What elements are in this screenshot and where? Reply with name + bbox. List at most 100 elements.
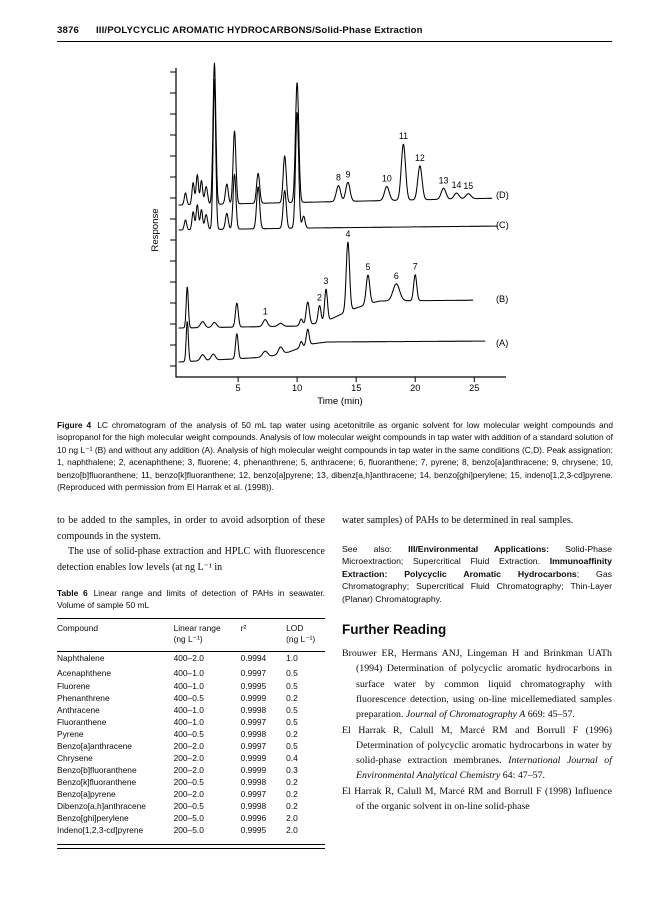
table-cell: Chrysene [57,752,93,763]
table-row: Pyrene 400–0.5 0.9998 0.2 [57,728,325,740]
table-cell: 200–2.0 [173,740,204,751]
table-cell: 0.3 [286,764,298,775]
table-row: Fluoranthene 400–1.0 0.9997 0.5 [57,716,325,728]
see-also-segment: Solid-Phase Microextraction; Supercritic… [342,543,612,567]
table-cell: 0.9995 [240,680,267,691]
table-cell: Fluorene [57,680,91,691]
table-cell: 0.9999 [240,692,267,703]
table-header-line: Linear range [173,622,221,633]
table-cell: 0.5 [286,704,298,715]
table-cell: 200–0.5 [173,776,204,787]
table-row: Fluorene 400–1.0 0.9995 0.5 [57,680,325,692]
axes [175,68,506,378]
table-header-line: (ng L⁻¹) [173,634,203,645]
running-head-title: III/POLYCYCLIC AROMATIC HYDROCARBONS/Sol… [95,25,423,36]
peak-label: 13 [439,175,449,185]
body-paragraph: to be added to the samples, in order to … [57,515,325,542]
peak-label: 6 [394,271,399,281]
table-cell: 400–2.0 [173,652,204,663]
table-cell: 2.0 [286,813,298,824]
table-cell: 400–0.5 [173,728,204,739]
table-cell: 1.0 [286,652,298,663]
table-cell: 0.4 [286,752,298,763]
table-cell: 200–2.0 [173,764,204,775]
x-axis-label: Time (min) [317,396,362,407]
table-cell: Anthracene [57,704,100,715]
figure-caption-label: Figure 4 [57,420,92,430]
further-reading-heading: Further Reading [342,622,447,638]
table-cell: 0.9998 [240,704,267,715]
reference: Brouwer ER, Hermans ANJ, Lingeman H and … [342,648,612,721]
y-axis-label: Response [150,208,161,251]
table-bottom-rule [57,844,325,850]
trace-A [178,321,486,363]
peak-label: 2 [317,293,322,303]
table-cell: 0.2 [286,800,298,811]
body-paragraph: water samples) of PAHs to be determined … [342,515,574,526]
peak-label: 11 [399,131,408,141]
peak-label: 5 [366,262,371,272]
figure-4-chromatogram: Time (min) Response 5 10 15 20 25 8 9 10 11 12 13 1… [140,58,620,418]
table-cell: 400–1.0 [173,668,204,679]
table-cell: 0.2 [286,728,298,739]
reference-list: Brouwer ER, Hermans ANJ, Lingeman H and … [342,646,612,814]
table-cell: 400–0.5 [173,692,204,703]
figure-caption-text: LC chromatogram of the analysis of 50 mL… [57,420,613,493]
see-also-segment: III/Environmental Applications: [408,543,566,554]
table-cell: 0.5 [286,668,298,679]
table-row: Indeno[1,2,3-cd]pyrene 200–5.0 0.9995 2.0 [57,824,325,836]
see-also-segment: Immunoaffinity Extraction: Polycyclic Ar… [342,556,612,579]
figure-caption: Figure 4 LC chromatogram of the analysis … [57,419,613,494]
page-number: 3876 [57,25,79,36]
table-row: Benzo[b]fluoranthene 200–2.0 0.9999 0.3 [57,764,325,776]
table-6: Compound Linear range (ng L⁻¹) r² LOD (ng L⁻¹… [57,617,325,836]
table-cell: 0.2 [286,788,298,799]
see-also-segment: See also: [342,543,409,554]
table-cell: 0.9999 [240,764,267,775]
table-cell: 2.0 [286,825,298,836]
right-column: water samples) of PAHs to be determined … [342,513,612,814]
peak-label: 12 [415,153,425,163]
table-cell: Indeno[1,2,3-cd]pyrene [57,825,144,836]
table-row: Benzo[a]anthracene 200–2.0 0.9997 0.5 [57,740,325,752]
header-rule [57,41,612,42]
table-cell: 0.9997 [240,668,267,679]
trace-D [178,62,493,206]
trace-label: (A) [496,338,508,348]
table-cell: Benzo[k]fluoranthene [57,776,137,787]
table-cell: Naphthalene [57,652,105,663]
table-cell: 400–1.0 [173,716,204,727]
x-tick-label: 10 [292,383,302,393]
table-row: Benzo[k]fluoranthene 200–0.5 0.9998 0.2 [57,776,325,788]
table-cell: 0.9997 [240,716,267,727]
table-cell: 400–1.0 [173,680,204,691]
table-row: Benzo[a]pyrene 200–2.0 0.9997 0.2 [57,788,325,800]
table-row: Anthracene 400–1.0 0.9998 0.5 [57,704,325,716]
x-tick-label: 5 [236,383,241,393]
table-row: Dibenzo[a,h]anthracene 200–0.5 0.9998 0.2 [57,800,325,812]
table-caption: Table 6 Linear range and limits of detect… [57,588,325,612]
table-header-line: (ng L⁻¹) [286,634,316,645]
table-cell: 200–5.0 [173,813,204,824]
table-cell: Benzo[b]fluoranthene [57,764,137,775]
table-cell: Phenanthrene [57,692,110,703]
x-tick-label: 25 [469,383,479,393]
table-cell: 0.9997 [240,788,267,799]
trace-label: (C) [496,220,509,230]
table-cell: 0.2 [286,692,298,703]
peak-label: 14 [452,180,462,190]
table-cell: 0.9994 [240,652,267,663]
table-cell: 200–2.0 [173,788,204,799]
table-cell: Acenaphthene [57,668,112,679]
see-also-segment: ; Gas Chromatography; Supercritical Flui… [342,568,612,604]
table-body: Naphthalene 400–2.0 0.9994 1.0 Acenaphthene 4… [57,651,325,836]
table-cell: 0.9999 [240,752,267,763]
table-cell: Dibenzo[a,h]anthracene [57,800,146,811]
table-header-cell: Linear range (ng L⁻¹) [173,618,241,652]
table-header-line: LOD [286,622,304,633]
table-row: Chrysene 200–2.0 0.9999 0.4 [57,752,325,764]
table-cell: Fluoranthene [57,716,107,727]
x-tick-label: 20 [410,383,420,393]
peak-label: 1 [263,307,268,317]
